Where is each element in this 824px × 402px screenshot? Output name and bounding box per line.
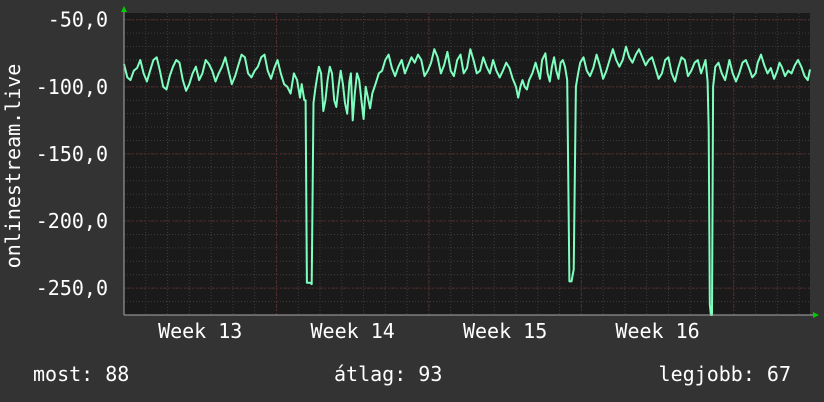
y-axis-arrow: [121, 6, 127, 12]
y-tick-label: -250,0: [36, 276, 108, 300]
x-tick-label: Week 14: [311, 319, 395, 343]
stat-average: átlag: 93: [334, 362, 443, 386]
plot-area: [124, 13, 810, 315]
stat-current: most: 88: [33, 362, 130, 386]
x-tick-labels: Week 13 Week 14 Week 15 Week 16: [158, 319, 700, 343]
stat-best: legjobb: 67: [658, 362, 791, 386]
grid: [123, 13, 810, 316]
x-axis-arrow: [813, 312, 819, 318]
y-tick-label: -100,0: [36, 75, 108, 99]
x-tick-label: Week 15: [463, 319, 547, 343]
y-axis-label: onlinestream.live: [1, 64, 25, 269]
y-tick-label: -200,0: [36, 209, 108, 233]
series-layer: [123, 45, 811, 316]
series-line-0: [123, 45, 811, 316]
y-tick-labels: -50,0 -100,0 -150,0 -200,0 -250,0: [36, 8, 108, 300]
y-tick-label: -50,0: [48, 8, 108, 32]
x-tick-label: Week 13: [158, 319, 242, 343]
y-tick-label: -150,0: [36, 142, 108, 166]
x-tick-label: Week 16: [615, 319, 699, 343]
axes: [121, 6, 819, 318]
